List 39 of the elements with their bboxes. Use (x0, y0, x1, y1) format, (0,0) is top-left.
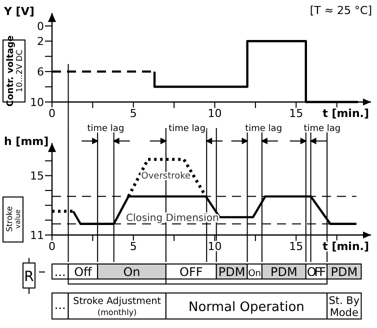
text: time lag (87, 124, 124, 134)
y-tick-label: 11 (30, 228, 44, 242)
x-tick-label: 15 (289, 107, 304, 120)
text: Stroke Adjustment (73, 296, 162, 307)
y-tick-label: 0 (37, 20, 44, 33)
text: St. By (328, 295, 360, 307)
x-tick-label: 0 (48, 107, 56, 120)
text: Contr. voltage (6, 35, 16, 107)
x-tick-label: 10 (208, 107, 222, 120)
x-tick-label: 5 (130, 107, 137, 120)
text: ... (54, 298, 66, 312)
text: time lag (168, 124, 206, 134)
text: (monthly) (98, 308, 137, 317)
text: R (24, 269, 34, 285)
y-tick-label: 2 (37, 34, 44, 48)
text: On (248, 269, 261, 279)
text: PDM (218, 265, 246, 279)
text: time lag (304, 124, 341, 134)
y-axis-title: h [mm] (4, 135, 49, 148)
x-tick-label: 0 (48, 240, 56, 253)
text: PDM (270, 265, 298, 279)
y-tick-label: 15 (30, 169, 44, 182)
x-axis-title: t [min.] (322, 107, 369, 120)
text: Off (74, 265, 93, 279)
x-tick-label: 15 (289, 240, 304, 253)
x-tick-label: 5 (130, 240, 137, 253)
text: Mode (330, 307, 358, 319)
y-axis-title: Y [V] (3, 5, 34, 18)
text: OFF (306, 265, 326, 279)
y-tick-label: 10 (30, 96, 44, 109)
y-tick-label: 6 (37, 65, 44, 78)
text: ... (54, 265, 66, 279)
text: PDM (330, 265, 358, 279)
text: Normal Operation (188, 300, 304, 315)
text: On (123, 265, 140, 279)
text: time lag (245, 124, 282, 134)
text: 10...2V DC (15, 49, 24, 92)
annotation: [T ≈ 25 °C] (310, 4, 372, 17)
text: OFF (180, 265, 203, 279)
